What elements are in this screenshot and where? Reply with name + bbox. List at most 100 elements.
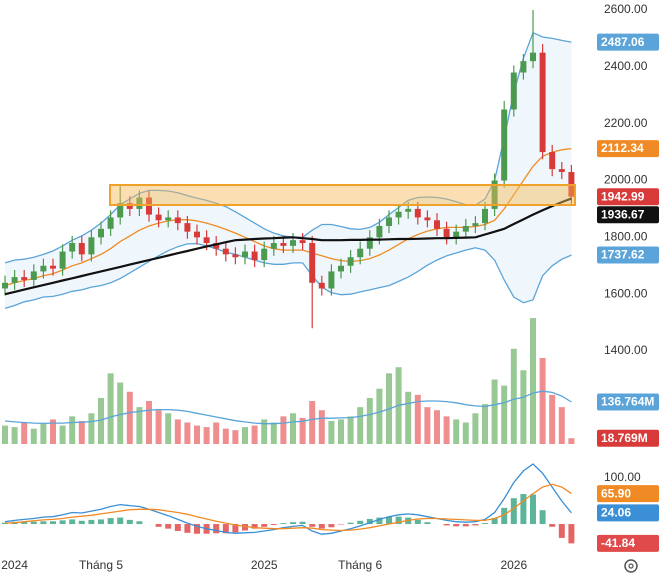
macd-histogram-bar: [107, 518, 114, 525]
candle-body: [462, 225, 469, 232]
x-tick-label: 2025: [251, 558, 278, 572]
volume-bar: [251, 425, 258, 444]
last-value-label: 18.769M: [601, 431, 648, 445]
macd-histogram-bar: [30, 521, 37, 525]
candle-body: [136, 197, 143, 209]
volume-bar: [117, 382, 124, 444]
candle-body: [510, 72, 517, 110]
volume-bar: [318, 410, 325, 444]
macd-histogram-bar: [78, 520, 85, 525]
volume-bar: [434, 410, 440, 444]
macd-histogram-bar: [558, 524, 565, 538]
last-value-box: [597, 140, 659, 158]
macd-histogram-bar: [2, 522, 8, 525]
settings-icon[interactable]: [624, 559, 638, 573]
x-tick-label: Tháng 5: [79, 558, 123, 572]
volume-bar: [558, 407, 565, 444]
last-value-box: [597, 206, 659, 224]
support-zone: [109, 184, 576, 206]
macd-histogram-bar: [395, 516, 402, 525]
candle-body: [558, 169, 565, 172]
candle-body: [434, 220, 440, 229]
candle-body: [232, 254, 239, 258]
volume-bar: [357, 407, 364, 444]
candle-body: [539, 52, 546, 153]
candle-body: [405, 208, 412, 212]
macd-histogram-bar: [242, 524, 248, 531]
macd-histogram-bar: [50, 521, 56, 525]
macd-histogram-bar: [568, 524, 575, 544]
macd-histogram-bar: [290, 522, 296, 525]
plot-layer: [2, 10, 575, 544]
volume-bar: [30, 428, 37, 444]
candle-body: [424, 217, 431, 221]
volume-bar: [549, 394, 556, 444]
last-value-label: 2112.34: [601, 141, 644, 155]
last-value-box: [597, 534, 659, 552]
y-tick-label: 1800.00: [604, 230, 648, 244]
candle-body: [270, 243, 277, 249]
volume-bar: [510, 348, 517, 444]
volume-bar: [146, 401, 152, 444]
macd-histogram-bar: [539, 510, 546, 525]
macd-histogram-bar: [194, 524, 200, 534]
macd-histogram-bar: [549, 524, 556, 527]
macd-histogram-bar: [357, 520, 364, 525]
macd-histogram-bar: [270, 524, 277, 525]
candle-body: [328, 271, 335, 289]
macd-line: [4, 463, 572, 535]
candle-body: [40, 265, 47, 272]
macd-histogram-bar: [482, 523, 488, 525]
volume-bar: [136, 407, 143, 444]
last-value-box: [597, 485, 659, 503]
candle-body: [414, 208, 421, 218]
candle-body: [357, 248, 364, 258]
candle-body: [155, 214, 162, 221]
volume-bar: [482, 404, 488, 444]
candle-body: [491, 180, 498, 209]
volume-ma-line: [4, 390, 572, 425]
volume-bar: [376, 388, 383, 444]
volume-bar: [59, 425, 66, 444]
volume-bar: [184, 422, 191, 444]
volume-bar: [472, 413, 479, 444]
moving-average-line: [4, 197, 572, 296]
candle-body: [69, 243, 76, 252]
last-value-box: [597, 429, 659, 447]
candle-body: [11, 277, 18, 283]
macd-histogram-bar: [88, 519, 95, 525]
last-value-box: [597, 188, 659, 206]
candle-body: [366, 237, 373, 249]
macd-histogram-bar: [232, 524, 239, 533]
volume-bar: [232, 430, 239, 444]
candle-body: [50, 265, 56, 269]
volume-bar: [309, 401, 316, 444]
macd-histogram-bar: [443, 524, 450, 526]
macd-histogram-bar: [40, 521, 47, 525]
macd-histogram-bar: [98, 519, 104, 525]
volume-bar: [155, 410, 162, 444]
macd-histogram-bar: [165, 524, 172, 529]
macd-histogram-bar: [309, 524, 316, 527]
candle-body: [443, 228, 450, 238]
macd-histogram-bar: [530, 494, 536, 525]
volume-bar: [98, 397, 104, 444]
candle-body: [165, 217, 172, 221]
volume-bar: [2, 425, 8, 444]
last-value-box: [597, 246, 659, 264]
y-tick-label: 1400.00: [604, 343, 648, 357]
last-value-label: 1737.62: [601, 248, 645, 262]
macd-histogram-bar: [184, 524, 191, 533]
candle-body: [21, 277, 28, 280]
macd-histogram-bar: [453, 524, 460, 527]
candle-body: [395, 211, 402, 218]
macd-histogram-bar: [251, 524, 258, 529]
macd-tick-label: 100.00: [604, 470, 641, 484]
last-value-label: 2487.06: [601, 35, 645, 49]
volume-bar: [539, 358, 546, 444]
volume-bar: [69, 416, 76, 444]
macd-histogram-bar: [69, 519, 76, 525]
volume-bar: [261, 419, 268, 444]
candle-body: [261, 248, 268, 261]
